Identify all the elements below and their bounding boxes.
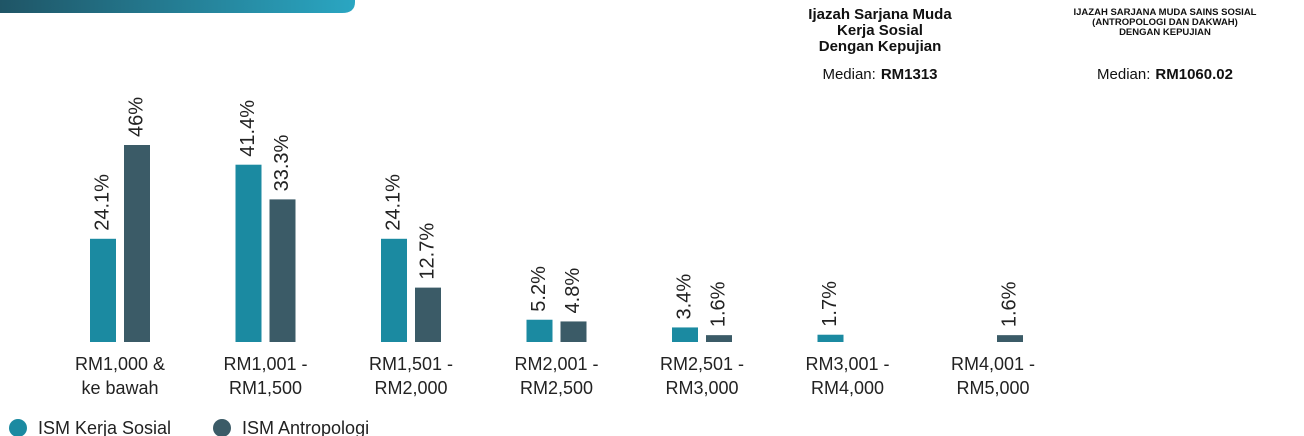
x-tick-label: RM1,501 - RM2,000 (368, 354, 454, 398)
bar (560, 321, 587, 342)
data-label: 3.4% (673, 274, 695, 320)
bar (706, 335, 732, 342)
bar (90, 238, 116, 342)
median-label: Median: (822, 66, 876, 83)
annotation-title: Kerja Sosial (837, 22, 923, 39)
data-label: 33.3% (271, 134, 293, 191)
x-tick-label: RM4,001 - RM5,000 (950, 354, 1036, 398)
bar (415, 287, 441, 342)
bar (672, 327, 698, 342)
annotation-title: (ANTROPOLOGI DAN DAKWAH) (1092, 17, 1238, 28)
data-label: 12.7% (416, 223, 438, 280)
data-label: 41.4% (237, 100, 259, 157)
annotation: IJAZAH SARJANA MUDA SAINS SOSIAL (ANTROPO… (1035, 7, 1295, 84)
median-label: Median: (1097, 66, 1151, 83)
bar (526, 319, 553, 342)
bar (817, 334, 844, 342)
data-label: 4.8% (562, 268, 584, 314)
annotation-title: Dengan Kepujian (818, 38, 942, 55)
legend-swatch (9, 419, 27, 436)
median-value: RM1313 (880, 66, 938, 83)
median-value: RM1060.02 (1155, 66, 1233, 83)
x-tick-label: RM2,501 - RM3,000 (659, 354, 745, 398)
x-tick-label: RM1,001 - RM1,500 (223, 354, 308, 398)
annotation-median: Median: RM1060.02 (1035, 66, 1295, 83)
data-label: 24.1% (382, 174, 404, 231)
x-tick-label: RM2,001 - RM2,500 (514, 354, 599, 398)
bar (269, 199, 296, 342)
legend-swatch (213, 419, 231, 436)
annotation-title: Ijazah Sarjana Muda (808, 6, 952, 23)
bar (381, 238, 407, 342)
annotation-median: Median: RM1313 (750, 66, 1010, 83)
x-tick-label: RM1,000 & ke bawah (74, 354, 166, 398)
data-label: 1.6% (707, 281, 729, 327)
header-banner (0, 0, 355, 13)
annotation: Ijazah Sarjana Muda Kerja Sosial Dengan Ke… (750, 6, 1010, 84)
bar (997, 335, 1023, 342)
bar (235, 164, 262, 342)
data-label: 1.7% (819, 281, 841, 327)
x-tick-label: RM3,001 - RM4,000 (805, 354, 890, 398)
annotation-title: DENGAN KEPUJIAN (1119, 27, 1211, 38)
bar (124, 145, 150, 342)
legend-label: ISM Kerja Sosial (38, 418, 171, 436)
legend-label: ISM Antropologi (242, 418, 369, 436)
annotation-title: IJAZAH SARJANA MUDA SAINS SOSIAL (1073, 7, 1257, 18)
data-label: 24.1% (91, 174, 113, 231)
data-label: 46% (125, 97, 147, 137)
data-label: 5.2% (528, 266, 550, 312)
data-label: 1.6% (998, 281, 1020, 327)
